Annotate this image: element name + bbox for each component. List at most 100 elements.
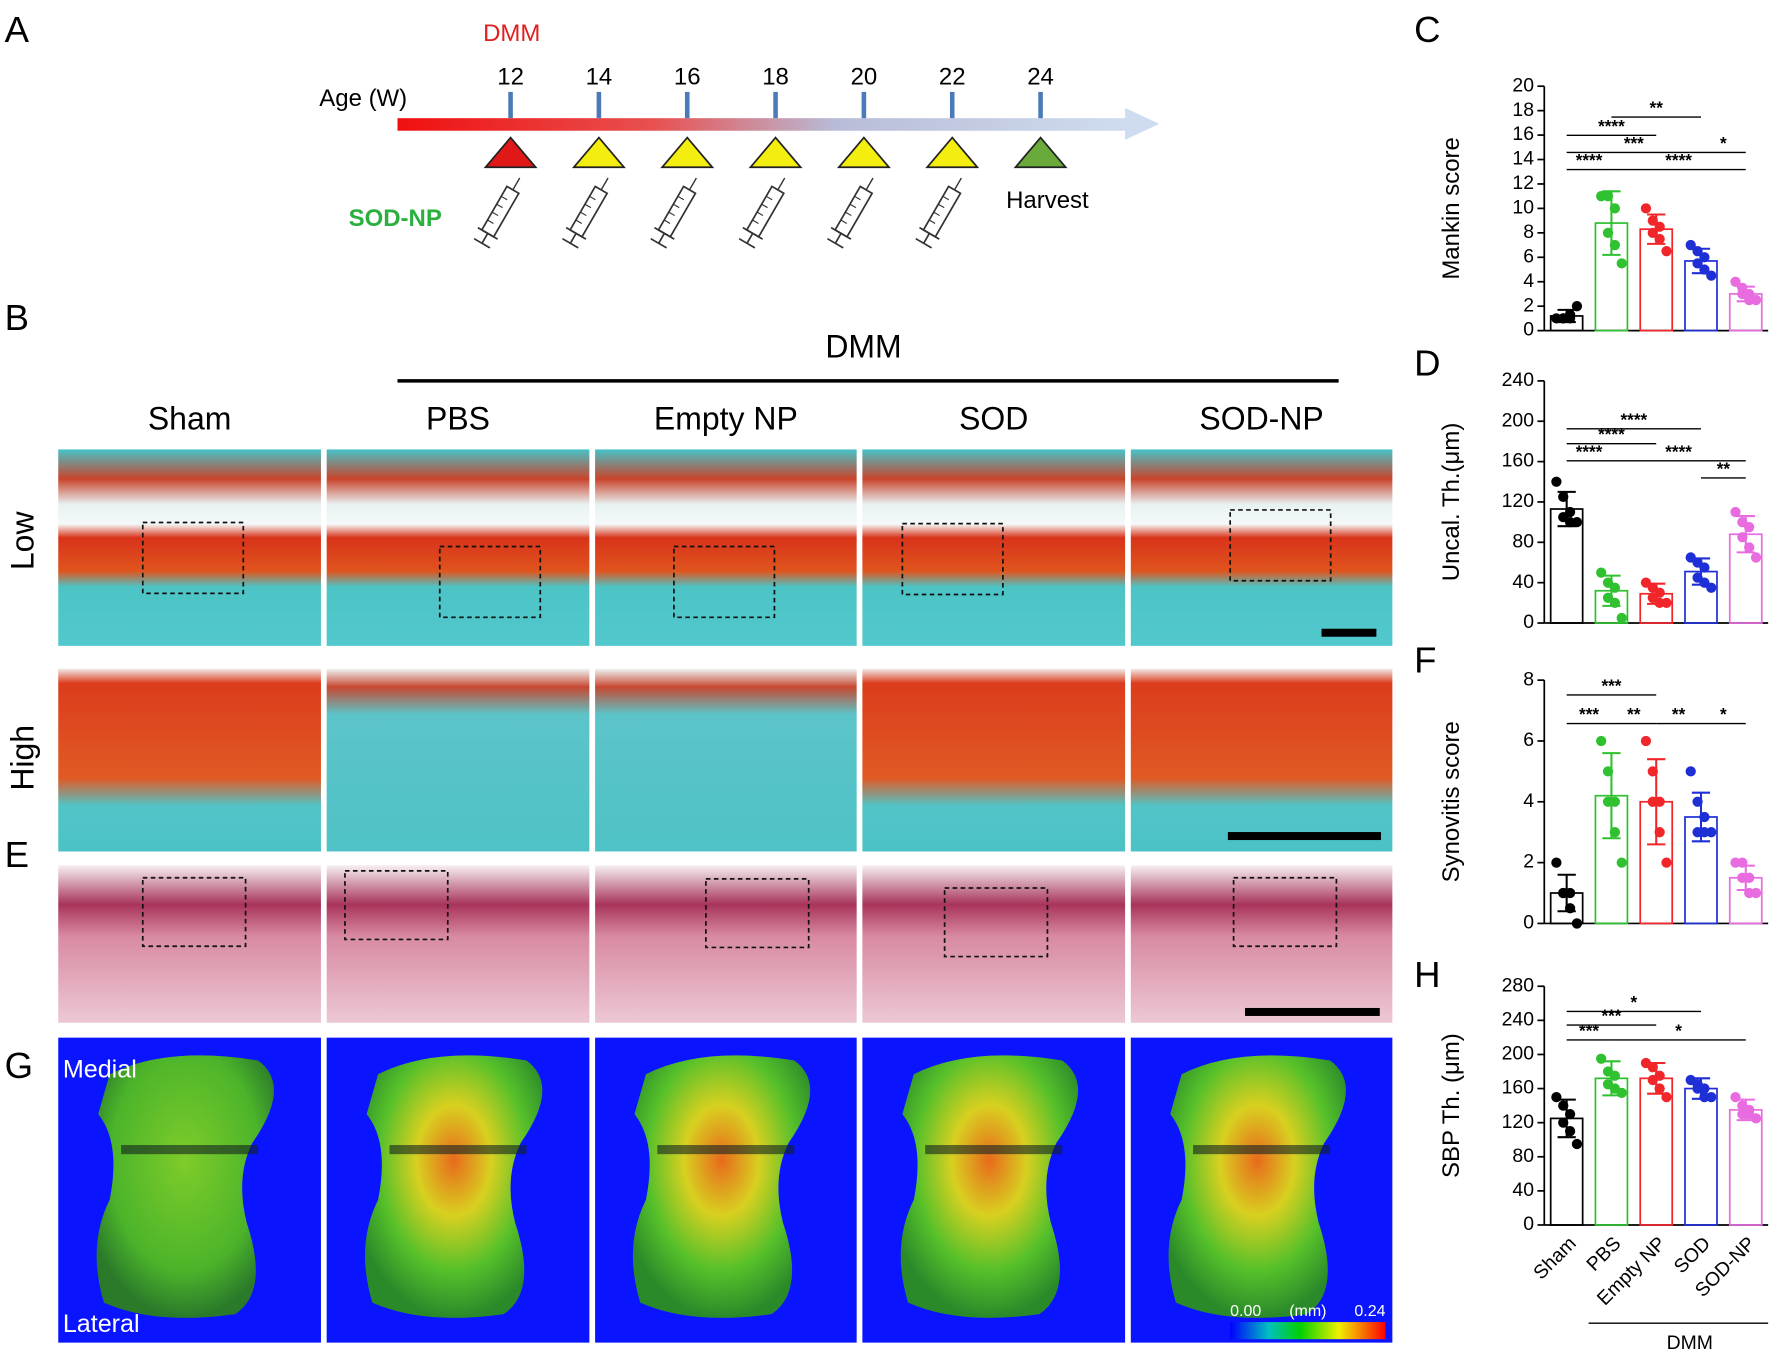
bar: [1594, 1077, 1629, 1226]
bone-gap: [389, 1145, 527, 1155]
panel-letter: A: [5, 9, 30, 50]
column-label: SOD-NP: [1199, 400, 1323, 436]
data-point: [1596, 1053, 1607, 1064]
significance-label: ***: [1579, 704, 1599, 724]
y-axis-label: Synovitis score: [1438, 721, 1465, 882]
data-point: [1692, 246, 1703, 257]
data-point: [1609, 203, 1621, 214]
data-point: [1699, 264, 1710, 275]
age-axis-label: Age (W): [319, 85, 407, 112]
y-tick-label: 80: [1512, 530, 1534, 552]
synovium-box: [1232, 876, 1338, 948]
panel-letter: E: [5, 834, 29, 875]
age-tick-label: 12: [497, 64, 524, 91]
data-point: [1692, 258, 1703, 269]
bone-render: [632, 1055, 811, 1318]
timeline-marker: [571, 136, 626, 169]
significance-label: ***: [1601, 676, 1621, 696]
data-point: [1737, 857, 1748, 868]
synovium-image: [595, 865, 857, 1023]
significance-label: **: [1717, 459, 1731, 479]
timeline-marker: [483, 136, 538, 169]
data-point: [1564, 903, 1576, 914]
data-point: [1647, 796, 1658, 807]
y-tick-label: 240: [1502, 1008, 1535, 1030]
data-point: [1750, 887, 1762, 899]
syringe-icon: [912, 171, 973, 250]
data-point: [1564, 309, 1576, 320]
morph-bottom-label: Lateral: [63, 1310, 140, 1338]
synovium-box: [705, 878, 810, 949]
high-image: [326, 668, 590, 852]
low-image: [58, 449, 321, 646]
high-image: [595, 668, 857, 852]
low-image: [595, 449, 857, 646]
data-point: [1596, 735, 1607, 747]
bone-gap: [657, 1145, 795, 1155]
data-point: [1602, 766, 1614, 777]
age-tick-label: 20: [851, 64, 878, 91]
colorbar-unit: (mm): [1289, 1303, 1326, 1320]
data-point: [1744, 522, 1755, 533]
harvest-label: Harvest: [1006, 187, 1089, 214]
data-point: [1706, 1091, 1717, 1103]
timeline-head: [1125, 107, 1160, 140]
synovium-box: [344, 870, 449, 941]
data-point: [1730, 1091, 1741, 1103]
significance-label: ****: [1576, 441, 1603, 461]
data-point: [1661, 1091, 1672, 1103]
data-point: [1602, 796, 1614, 807]
data-point: [1616, 258, 1627, 269]
scale-bar: [1245, 1007, 1380, 1016]
y-tick-label: 0: [1523, 912, 1534, 934]
data-point: [1750, 1113, 1762, 1124]
significance-label: ****: [1598, 424, 1625, 444]
data-point: [1571, 516, 1583, 528]
data-point: [1647, 227, 1658, 238]
y-tick-label: 8: [1523, 221, 1534, 243]
y-tick-label: 12: [1512, 172, 1534, 194]
y-tick-label: 6: [1523, 729, 1534, 751]
age-tick-label: 24: [1027, 64, 1054, 91]
data-point: [1609, 239, 1621, 251]
age-tick-label: 22: [939, 64, 966, 91]
colorbar-max: 0.24: [1354, 1303, 1385, 1320]
y-tick-label: 40: [1512, 571, 1534, 593]
y-tick-label: 0: [1523, 319, 1534, 341]
timeline-marker: [925, 136, 980, 169]
group-label: DMM: [1667, 1332, 1713, 1354]
y-tick-label: 120: [1502, 1111, 1535, 1133]
syringe-icon: [736, 171, 796, 250]
data-point: [1551, 1091, 1562, 1103]
data-point: [1647, 766, 1658, 777]
data-point: [1706, 270, 1717, 281]
data-point: [1647, 215, 1658, 226]
data-point: [1558, 1100, 1569, 1111]
row-label: Low: [5, 511, 41, 571]
data-point: [1744, 542, 1755, 553]
colorbar-min: 0.00: [1230, 1303, 1261, 1320]
column-label: SOD: [959, 400, 1028, 436]
panel-letter: B: [5, 297, 29, 338]
data-point: [1558, 1117, 1569, 1128]
y-axis-label: SBP Th. (μm): [1438, 1033, 1465, 1178]
column-label: PBS: [426, 400, 490, 436]
significance-label: *: [1675, 1020, 1682, 1040]
age-tick-label: 16: [674, 64, 701, 91]
significance-label: ****: [1665, 441, 1692, 461]
significance-label: ****: [1620, 409, 1647, 429]
data-point: [1654, 1083, 1665, 1094]
data-point: [1692, 1083, 1703, 1094]
y-tick-label: 6: [1523, 245, 1534, 267]
data-point: [1616, 1087, 1627, 1098]
panel-letter: H: [1414, 954, 1440, 995]
significance-label: *: [1720, 704, 1727, 724]
y-tick-label: 10: [1512, 197, 1534, 219]
data-point: [1571, 1138, 1583, 1150]
data-point: [1602, 227, 1614, 238]
high-image: [1130, 668, 1393, 852]
panel-letter: G: [5, 1045, 33, 1086]
y-tick-label: 0: [1523, 1213, 1534, 1235]
y-tick-label: 280: [1502, 974, 1535, 996]
treatment-label: SOD-NP: [349, 205, 442, 232]
